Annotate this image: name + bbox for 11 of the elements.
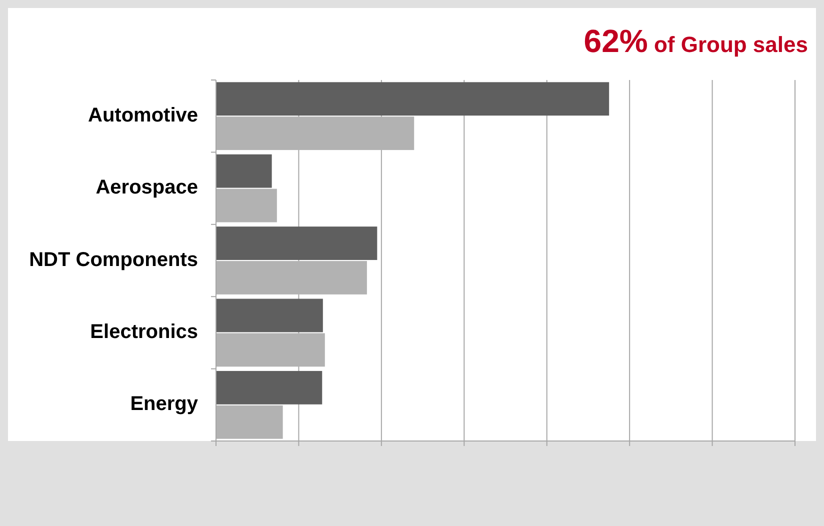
bar xyxy=(216,154,272,188)
y-tick-label: Aerospace xyxy=(96,176,198,199)
bar xyxy=(216,370,322,404)
bar xyxy=(216,82,610,116)
bar xyxy=(216,226,378,260)
y-tick-label: Energy xyxy=(130,393,199,416)
text: 62% of Group sales xyxy=(584,23,808,59)
bar xyxy=(216,298,323,332)
y-tick-label: NDT Components xyxy=(29,248,198,271)
y-tick-label: Electronics xyxy=(90,320,198,343)
y-tick-label: Automotive xyxy=(88,104,198,126)
